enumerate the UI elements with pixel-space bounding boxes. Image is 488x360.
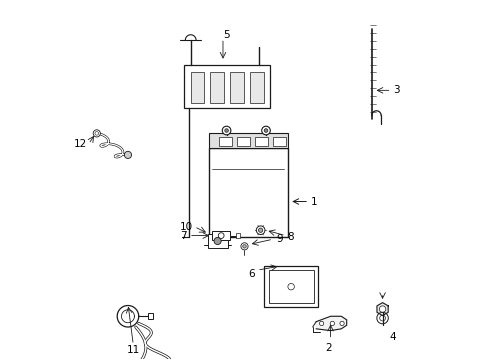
Text: 3: 3 bbox=[392, 85, 399, 95]
Bar bbox=[208, 134, 287, 148]
Bar bbox=[273, 137, 285, 146]
Bar bbox=[207, 234, 227, 248]
Circle shape bbox=[376, 312, 387, 324]
Circle shape bbox=[95, 132, 99, 135]
Text: 8: 8 bbox=[287, 232, 294, 242]
Text: 10: 10 bbox=[179, 222, 192, 231]
Bar bbox=[237, 137, 249, 146]
Circle shape bbox=[242, 244, 246, 248]
Text: 5: 5 bbox=[223, 30, 229, 40]
Circle shape bbox=[124, 151, 131, 158]
Circle shape bbox=[224, 129, 228, 132]
Bar bbox=[147, 314, 153, 319]
Circle shape bbox=[258, 228, 262, 232]
Bar bbox=[219, 137, 231, 146]
Text: 4: 4 bbox=[389, 332, 396, 342]
Text: 1: 1 bbox=[310, 197, 317, 207]
Bar bbox=[255, 137, 267, 146]
Bar bbox=[190, 72, 204, 103]
Circle shape bbox=[319, 321, 323, 325]
Circle shape bbox=[379, 315, 385, 321]
Circle shape bbox=[218, 233, 224, 238]
Bar bbox=[268, 270, 313, 303]
Text: 7: 7 bbox=[180, 231, 187, 240]
Bar bbox=[212, 231, 230, 240]
Circle shape bbox=[241, 243, 247, 250]
Bar bbox=[235, 233, 239, 238]
Text: 12: 12 bbox=[73, 139, 86, 149]
Text: 2: 2 bbox=[325, 343, 331, 353]
Text: 11: 11 bbox=[126, 345, 140, 355]
Bar bbox=[208, 148, 287, 237]
Bar bbox=[249, 72, 263, 103]
Circle shape bbox=[93, 130, 100, 137]
Circle shape bbox=[261, 126, 270, 135]
Circle shape bbox=[256, 226, 264, 234]
Bar bbox=[230, 72, 244, 103]
Circle shape bbox=[339, 321, 344, 325]
Circle shape bbox=[264, 129, 267, 132]
Text: 9: 9 bbox=[276, 234, 283, 244]
Circle shape bbox=[379, 306, 385, 312]
Bar bbox=[264, 266, 317, 307]
Circle shape bbox=[214, 237, 221, 244]
Circle shape bbox=[223, 87, 229, 93]
Circle shape bbox=[287, 283, 294, 290]
Circle shape bbox=[329, 321, 334, 325]
Polygon shape bbox=[316, 316, 346, 330]
Polygon shape bbox=[376, 303, 387, 316]
Bar bbox=[210, 72, 224, 103]
Bar bbox=[183, 65, 269, 108]
Circle shape bbox=[222, 126, 230, 135]
Text: 6: 6 bbox=[248, 269, 255, 279]
